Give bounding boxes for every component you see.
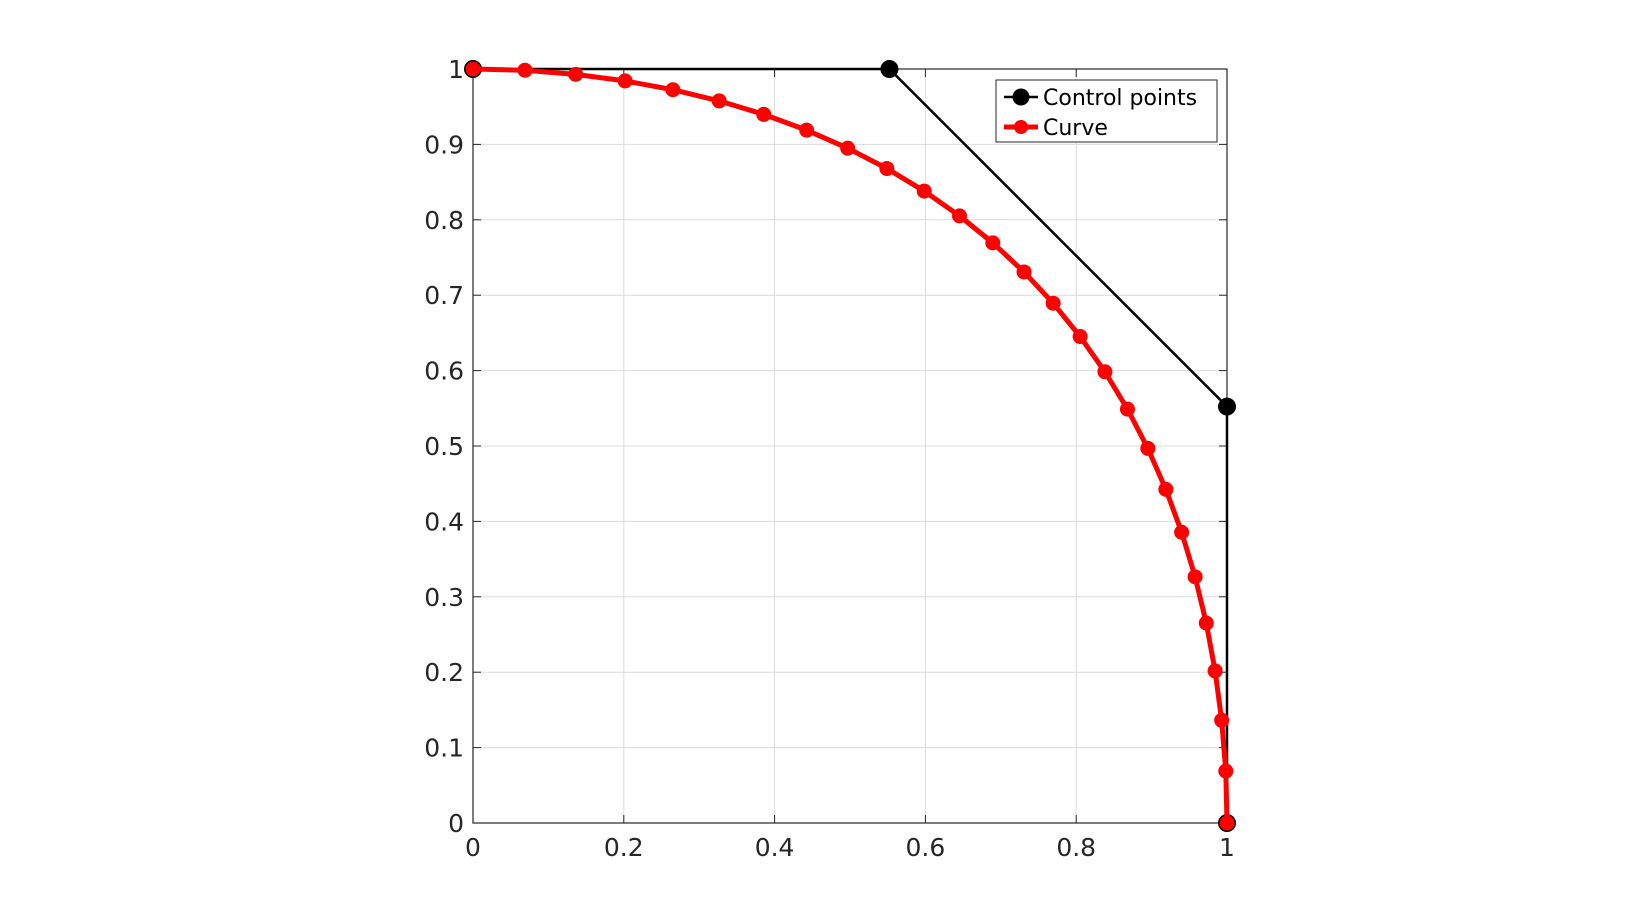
x-tick-label: 0 bbox=[465, 833, 481, 862]
data-point bbox=[1045, 295, 1061, 311]
data-point bbox=[617, 73, 633, 89]
data-point bbox=[879, 161, 895, 177]
legend-label: Control points bbox=[1043, 86, 1197, 111]
data-point bbox=[1158, 481, 1174, 497]
data-point bbox=[1187, 569, 1203, 585]
y-tick-label: 0.7 bbox=[424, 281, 464, 310]
y-tick-label: 0.4 bbox=[424, 507, 464, 536]
data-point bbox=[1198, 615, 1214, 631]
data-point bbox=[916, 183, 932, 199]
data-point bbox=[799, 122, 815, 138]
y-tick-label: 1 bbox=[448, 55, 464, 84]
data-point bbox=[1207, 663, 1223, 679]
data-point bbox=[711, 93, 727, 109]
data-point bbox=[1097, 364, 1113, 380]
data-point bbox=[1218, 763, 1234, 779]
data-point bbox=[880, 60, 899, 78]
data-point bbox=[985, 235, 1001, 251]
legend-label: Curve bbox=[1043, 116, 1108, 141]
x-tick-label: 1 bbox=[1219, 833, 1235, 862]
series-1 bbox=[465, 61, 1235, 831]
data-point bbox=[1219, 815, 1235, 831]
ticks: 0 0.2 0.4 0.6 0.8 1 0 0.1 0.2 0.3 0.4 0.5 0.6 0.7 0.8 0… bbox=[424, 55, 1235, 862]
data-point bbox=[1218, 397, 1236, 416]
data-point bbox=[517, 62, 533, 78]
series-line bbox=[473, 67, 1229, 823]
x-tick-label: 0.8 bbox=[1056, 833, 1096, 862]
y-tick-label: 0.1 bbox=[424, 734, 464, 763]
y-tick-label: 0.5 bbox=[424, 432, 464, 461]
data-point bbox=[756, 106, 772, 122]
y-tick-label: 0.6 bbox=[424, 357, 464, 386]
y-tick-label: 0 bbox=[448, 809, 464, 838]
x-tick-label: 0.4 bbox=[755, 833, 795, 862]
legend-swatch-marker bbox=[1014, 120, 1028, 134]
data-point bbox=[465, 61, 481, 77]
legend-box bbox=[995, 79, 1218, 143]
data-point bbox=[951, 208, 967, 224]
data-point bbox=[1016, 264, 1032, 280]
data-point bbox=[1072, 329, 1088, 345]
data-point bbox=[568, 66, 584, 82]
data-point bbox=[1140, 440, 1156, 456]
y-tick-label: 0.2 bbox=[424, 658, 464, 687]
series-layer bbox=[464, 60, 1236, 832]
data-point bbox=[1119, 401, 1135, 417]
legend-swatch-marker bbox=[1012, 88, 1030, 106]
data-point bbox=[665, 82, 681, 98]
x-tick-label: 0.2 bbox=[604, 833, 644, 862]
data-point bbox=[1214, 712, 1230, 728]
y-tick-label: 0.9 bbox=[424, 130, 464, 159]
legend: Control points Curve bbox=[995, 79, 1218, 143]
y-tick-label: 0.3 bbox=[424, 583, 464, 612]
y-tick-label: 0.8 bbox=[424, 206, 464, 235]
data-point bbox=[840, 140, 856, 156]
x-tick-label: 0.6 bbox=[906, 833, 946, 862]
data-point bbox=[1174, 524, 1190, 540]
